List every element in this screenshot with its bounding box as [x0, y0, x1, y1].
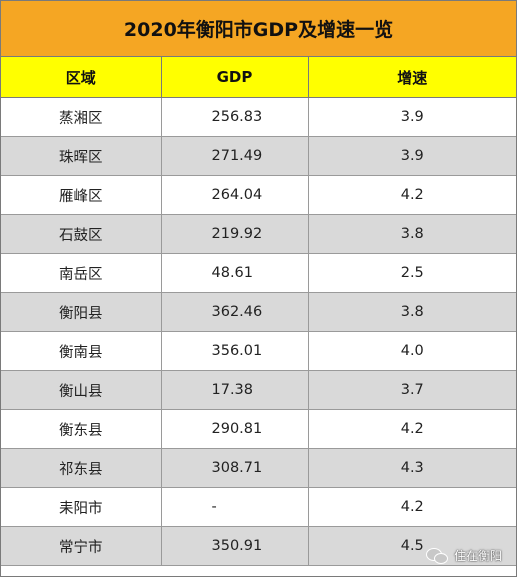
table-row: 衡东县 290.81 4.2: [1, 409, 516, 449]
cell-area: 常宁市: [1, 526, 162, 566]
cell-gdp: 219.92: [160, 214, 309, 254]
cell-growth: 4.2: [307, 175, 516, 215]
cell-gdp: -: [160, 487, 309, 527]
cell-gdp: 271.49: [160, 136, 309, 176]
cell-gdp: 308.71: [160, 448, 309, 488]
cell-area: 石鼓区: [1, 214, 162, 254]
cell-growth: 3.9: [307, 97, 516, 137]
cell-growth: 3.7: [307, 370, 516, 410]
table-row: 雁峰区 264.04 4.2: [1, 175, 516, 215]
table-row: 衡山县 17.38 3.7: [1, 370, 516, 410]
cell-gdp: 356.01: [160, 331, 309, 371]
table-row: 衡南县 356.01 4.0: [1, 331, 516, 371]
cell-growth: 3.8: [307, 292, 516, 332]
cell-growth: 4.3: [307, 448, 516, 488]
header-growth: 增速: [307, 57, 516, 98]
gdp-table: 区域 GDP 增速 蒸湘区 256.83 3.9 珠晖区 271.49 3.9 雁峰区 264…: [1, 57, 516, 566]
table-row: 蒸湘区 256.83 3.9: [1, 97, 516, 137]
cell-growth: 4.0: [307, 331, 516, 371]
cell-growth: 4.5: [307, 526, 516, 566]
cell-area: 衡东县: [1, 409, 162, 449]
cell-gdp: 350.91: [160, 526, 309, 566]
cell-growth: 2.5: [307, 253, 516, 293]
wechat-icon: [425, 547, 448, 564]
cell-growth: 4.2: [307, 409, 516, 449]
table-row: 珠晖区 271.49 3.9: [1, 136, 516, 176]
cell-gdp: 17.38: [160, 370, 309, 410]
cell-area: 耒阳市: [1, 487, 162, 527]
cell-gdp: 362.46: [160, 292, 309, 332]
cell-growth: 3.9: [307, 136, 516, 176]
watermark-text: 住在衡阳: [453, 549, 502, 563]
cell-area: 衡阳县: [1, 292, 162, 332]
cell-gdp: 48.61: [160, 253, 309, 293]
cell-gdp: 256.83: [160, 97, 309, 137]
header-gdp: GDP: [160, 57, 309, 98]
cell-area: 衡山县: [1, 370, 162, 410]
cell-area: 蒸湘区: [1, 97, 162, 137]
cell-area: 珠晖区: [1, 136, 162, 176]
header-area: 区域: [1, 57, 162, 98]
table-title: 2020年衡阳市GDP及增速一览: [1, 1, 516, 57]
header-row: 区域 GDP 增速: [1, 57, 516, 98]
table-row: 南岳区 48.61 2.5: [1, 253, 516, 293]
table-body: 蒸湘区 256.83 3.9 珠晖区 271.49 3.9 雁峰区 264.04 4.2 石鼓区 2…: [1, 97, 516, 566]
cell-area: 南岳区: [1, 253, 162, 293]
table-row: 祁东县 308.71 4.3: [1, 448, 516, 488]
cell-growth: 4.2: [307, 487, 516, 527]
table-row: 常宁市 350.91 4.5: [1, 526, 516, 566]
cell-gdp: 290.81: [160, 409, 309, 449]
cell-growth: 3.8: [307, 214, 516, 254]
table-row: 石鼓区 219.92 3.8: [1, 214, 516, 254]
cell-gdp: 264.04: [160, 175, 309, 215]
cell-area: 雁峰区: [1, 175, 162, 215]
table-row: 衡阳县 362.46 3.8: [1, 292, 516, 332]
cell-area: 祁东县: [1, 448, 162, 488]
watermark: 住在衡阳: [425, 547, 502, 564]
table-row: 耒阳市 -4.2: [1, 487, 516, 527]
cell-area: 衡南县: [1, 331, 162, 371]
